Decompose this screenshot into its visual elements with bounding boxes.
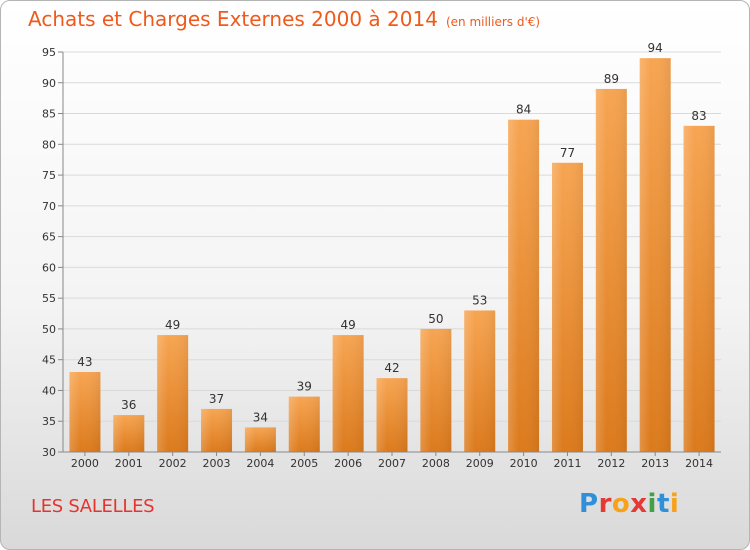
y-tick-label: 70 — [42, 200, 56, 213]
bar-shine — [244, 427, 276, 452]
data-label: 34 — [253, 410, 268, 424]
bar-shine — [201, 408, 233, 452]
logo-letter: t — [656, 489, 670, 519]
proxiti-logo: Proxiti — [579, 489, 679, 519]
x-tick-label: 2007 — [378, 457, 406, 470]
data-label: 36 — [121, 398, 136, 412]
x-tick-label: 2004 — [246, 457, 274, 470]
bar-shine — [464, 310, 496, 452]
logo-letter: i — [647, 489, 657, 519]
x-tick-label: 2001 — [115, 457, 143, 470]
x-tick-label: 2013 — [641, 457, 669, 470]
bar-shine — [332, 335, 364, 452]
y-tick-label: 85 — [42, 108, 56, 121]
bar-shine — [288, 396, 320, 452]
y-axis: 30 35 40 45 50 55 60 65 70 75 80 85 90 95 — [42, 46, 64, 459]
bar-shine — [69, 372, 101, 452]
data-label: 94 — [648, 41, 663, 55]
bar-shine — [420, 328, 452, 452]
y-tick-label: 65 — [42, 231, 56, 244]
data-label: 37 — [209, 392, 224, 406]
y-tick-label: 35 — [42, 415, 56, 428]
data-label: 49 — [165, 318, 180, 332]
logo-letter: P — [579, 489, 599, 519]
x-tick-label: 2010 — [510, 457, 538, 470]
x-tick-label: 2009 — [466, 457, 494, 470]
bar-shine — [113, 415, 145, 452]
logo-letter: r — [598, 489, 612, 519]
data-label: 83 — [691, 109, 706, 123]
bar-shine — [683, 125, 715, 452]
x-tick-label: 2011 — [553, 457, 581, 470]
bar-shine — [508, 119, 540, 452]
chart-title-text: Achats et Charges Externes 2000 à 2014 — [28, 7, 438, 31]
y-tick-label: 80 — [42, 138, 56, 151]
x-tick-label: 2014 — [685, 457, 713, 470]
x-tick-label: 2006 — [334, 457, 362, 470]
data-label: 39 — [297, 380, 312, 394]
y-tick-label: 50 — [42, 323, 56, 336]
x-axis: 2000 2001 2002 2003 2004 2005 2006 2007 2008 2009… — [63, 451, 721, 470]
data-label: 42 — [384, 361, 399, 375]
x-tick-label: 2012 — [597, 457, 625, 470]
logo-letter: i — [669, 489, 680, 519]
data-labels: 43 36 49 37 34 39 49 42 50 53 84 77 89 94 83 — [77, 41, 706, 424]
data-label: 84 — [516, 103, 531, 117]
data-label: 89 — [604, 72, 619, 86]
data-label: 53 — [472, 293, 487, 307]
logo-letter: o — [611, 489, 631, 519]
bar-shine — [157, 335, 189, 452]
y-tick-label: 55 — [42, 292, 56, 305]
x-tick-label: 2008 — [422, 457, 450, 470]
x-tick-label: 2002 — [159, 457, 187, 470]
bar-shine — [551, 162, 583, 452]
data-label: 43 — [77, 355, 92, 369]
y-tick-label: 90 — [42, 77, 56, 90]
chart-title: Achats et Charges Externes 2000 à 2014 (e… — [28, 7, 540, 31]
x-tick-label: 2000 — [71, 457, 99, 470]
y-tick-label: 40 — [42, 384, 56, 397]
chart-subtitle: (en milliers d'€) — [445, 15, 541, 29]
logo-letter: x — [630, 489, 648, 519]
data-label: 50 — [428, 312, 443, 326]
y-tick-label: 95 — [42, 46, 56, 59]
bar-shine — [595, 88, 627, 452]
x-tick-label: 2005 — [290, 457, 318, 470]
bar-shine — [639, 58, 671, 453]
bar-shine — [376, 378, 408, 452]
data-label: 77 — [560, 146, 575, 160]
commune-name: LES SALELLES — [31, 496, 155, 517]
x-tick-label: 2003 — [203, 457, 231, 470]
y-tick-label: 45 — [42, 354, 56, 367]
bars — [69, 58, 715, 453]
y-tick-label: 60 — [42, 261, 56, 274]
y-tick-label: 30 — [42, 446, 56, 459]
data-label: 49 — [340, 318, 355, 332]
y-tick-label: 75 — [42, 169, 56, 182]
